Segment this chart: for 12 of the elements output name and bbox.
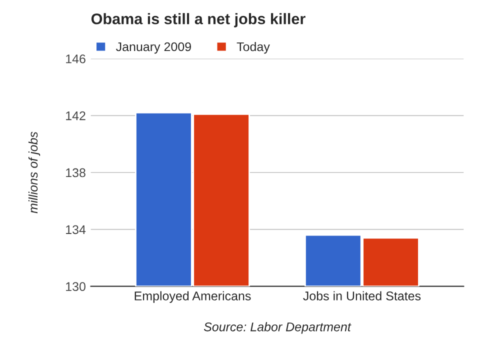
y-axis-title: millions of jobs: [28, 132, 40, 214]
y-tick-label: 130: [66, 282, 86, 291]
x-tick-label: Jobs in United States: [303, 291, 421, 300]
y-tick-label: 134: [66, 225, 86, 234]
y-tick-label: 142: [66, 111, 86, 120]
x-tick-label: Employed Americans: [134, 291, 251, 303]
source-note: Source: Labor Department: [204, 322, 352, 334]
chart-title: Obama is still a net jobs killer: [91, 13, 306, 28]
y-tick-label: 138: [66, 168, 86, 178]
legend-label: Today: [236, 42, 270, 54]
legend-label: January 2009: [116, 42, 191, 54]
y-tick-label: 146: [66, 54, 86, 64]
